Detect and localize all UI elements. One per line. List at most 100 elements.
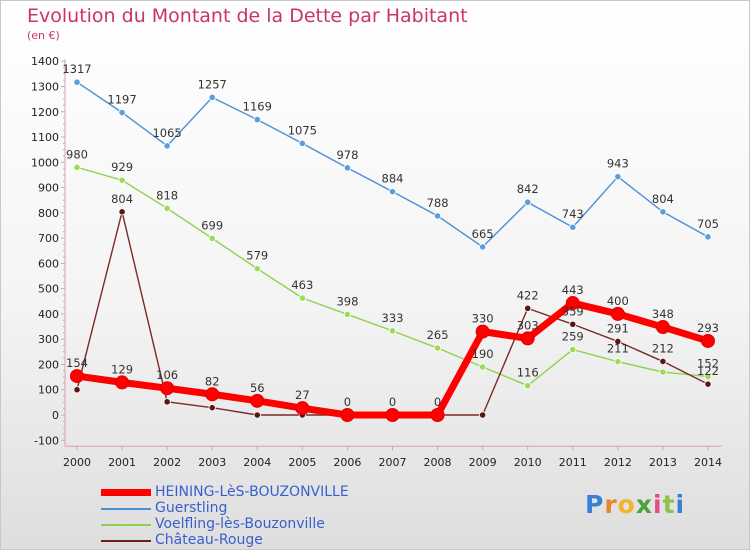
data-point: [655, 320, 670, 335]
data-label: 212: [652, 341, 674, 355]
data-label: 129: [111, 362, 133, 376]
data-point: [479, 363, 487, 371]
data-label: 665: [472, 227, 494, 241]
series-2: [73, 163, 712, 390]
data-labels-layer: 1317 1197 1065 1257 1169 1075 978 884 788 665 842 7…: [62, 62, 719, 409]
data-label: 348: [652, 307, 674, 321]
x-tick-label: 2007: [378, 456, 406, 469]
data-point: [569, 320, 577, 328]
series-layer: [70, 78, 715, 422]
data-point: [250, 393, 265, 408]
x-tick-label: 2005: [288, 456, 316, 469]
data-label: 1197: [107, 93, 136, 107]
data-point: [160, 381, 175, 396]
legend-swatch: [101, 524, 151, 526]
y-tick-label: 500: [38, 283, 59, 296]
data-point: [388, 327, 397, 335]
data-point: [479, 243, 487, 251]
data-label: 0: [389, 395, 396, 409]
logo-letter: i: [653, 490, 663, 519]
data-point: [614, 358, 622, 366]
data-label: 359: [562, 304, 584, 318]
data-point: [115, 375, 130, 390]
chart-axes: -100010020030040050060070080090010001100…: [31, 55, 722, 469]
data-label: 705: [697, 217, 719, 231]
x-tick-label: 2008: [424, 456, 452, 469]
data-label: 303: [517, 318, 539, 332]
data-point: [610, 306, 625, 321]
legend-swatch: [101, 489, 151, 496]
data-point: [118, 108, 126, 117]
data-label: 788: [427, 196, 449, 210]
x-tick-label: 2009: [469, 456, 497, 469]
data-point: [208, 404, 216, 412]
data-label: 82: [205, 374, 220, 388]
data-point: [659, 368, 667, 376]
data-point: [700, 333, 715, 348]
data-label: 211: [607, 342, 629, 356]
logo-letter: P: [585, 490, 605, 519]
data-point: [524, 304, 532, 312]
legend-label: Château-Rouge: [155, 532, 263, 548]
data-point: [659, 357, 667, 366]
data-point: [295, 401, 310, 416]
data-label: 943: [607, 157, 629, 171]
data-point: [704, 380, 712, 388]
legend-swatch: [101, 508, 151, 510]
data-point: [569, 345, 577, 354]
data-point: [524, 198, 532, 206]
data-label: 1317: [62, 62, 91, 76]
data-point: [118, 176, 126, 184]
x-tick-label: 2000: [63, 456, 91, 469]
data-label: 1065: [152, 126, 181, 140]
data-point: [524, 382, 532, 390]
y-tick-label: -100: [34, 434, 59, 447]
data-label: 293: [697, 321, 719, 335]
legend-label: HEINING-LèS-BOUZONVILLE: [155, 484, 349, 500]
data-point: [343, 310, 352, 319]
chart-subtitle: (en €): [27, 29, 60, 42]
y-tick-label: 1400: [31, 55, 59, 68]
data-label: 980: [66, 147, 88, 161]
data-point: [253, 115, 261, 124]
y-tick-label: 300: [38, 333, 59, 346]
data-point: [433, 212, 442, 220]
data-point: [163, 142, 171, 150]
data-label: 743: [562, 207, 584, 221]
data-point: [430, 408, 445, 422]
y-tick-label: 700: [38, 232, 59, 245]
data-point: [208, 234, 216, 242]
data-label: 291: [607, 321, 629, 335]
data-point: [118, 208, 126, 216]
data-point: [253, 265, 261, 273]
x-tick-label: 2004: [243, 456, 271, 469]
y-tick-label: 100: [38, 384, 59, 397]
data-point: [340, 408, 355, 422]
data-label: 27: [295, 388, 310, 402]
data-label: 818: [156, 188, 178, 202]
data-label: 333: [382, 311, 404, 325]
data-label: 929: [111, 160, 133, 174]
data-label: 422: [517, 288, 539, 302]
data-point: [205, 387, 220, 402]
data-point: [388, 188, 397, 196]
y-tick-label: 1200: [31, 106, 59, 119]
data-point: [73, 386, 81, 394]
y-tick-label: 400: [38, 308, 59, 321]
data-point: [70, 369, 84, 384]
y-tick-label: 1300: [31, 80, 59, 93]
y-tick-label: 1100: [31, 131, 59, 144]
x-tick-label: 2011: [559, 456, 587, 469]
logo-letter: o: [617, 490, 636, 519]
data-point: [704, 372, 712, 381]
data-label: 152: [697, 357, 719, 371]
data-label: 1169: [243, 100, 272, 114]
data-label: 190: [472, 347, 494, 361]
data-label: 804: [111, 192, 133, 206]
data-label: 0: [344, 395, 351, 409]
data-label: 884: [382, 172, 404, 186]
x-tick-label: 2012: [604, 456, 632, 469]
data-label: 259: [562, 330, 584, 344]
data-label: 1075: [288, 123, 317, 137]
